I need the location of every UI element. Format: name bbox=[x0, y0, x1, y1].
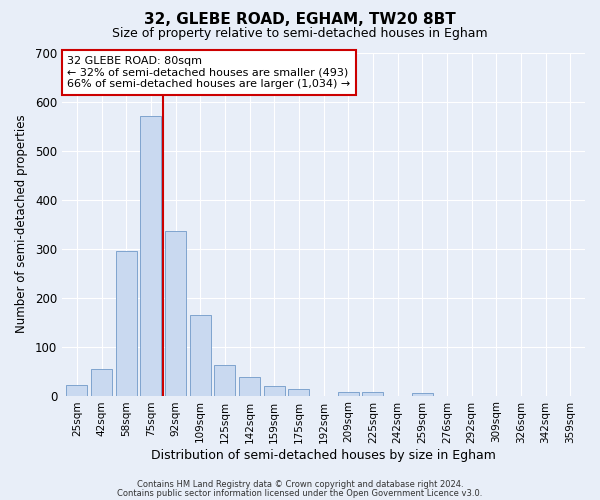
Bar bbox=[289, 388, 310, 396]
Bar bbox=[91, 368, 112, 396]
Bar bbox=[264, 386, 284, 396]
Bar bbox=[190, 314, 211, 396]
Bar bbox=[140, 116, 161, 396]
Text: 32, GLEBE ROAD, EGHAM, TW20 8BT: 32, GLEBE ROAD, EGHAM, TW20 8BT bbox=[144, 12, 456, 28]
Bar bbox=[338, 392, 359, 396]
Bar bbox=[116, 251, 137, 396]
Bar bbox=[412, 393, 433, 396]
Bar bbox=[362, 392, 383, 396]
Y-axis label: Number of semi-detached properties: Number of semi-detached properties bbox=[15, 114, 28, 334]
Text: Contains public sector information licensed under the Open Government Licence v3: Contains public sector information licen… bbox=[118, 488, 482, 498]
Bar bbox=[165, 232, 186, 396]
Text: Contains HM Land Registry data © Crown copyright and database right 2024.: Contains HM Land Registry data © Crown c… bbox=[137, 480, 463, 489]
Text: Size of property relative to semi-detached houses in Egham: Size of property relative to semi-detach… bbox=[112, 28, 488, 40]
Bar bbox=[67, 385, 88, 396]
Bar bbox=[214, 365, 235, 396]
X-axis label: Distribution of semi-detached houses by size in Egham: Distribution of semi-detached houses by … bbox=[151, 450, 496, 462]
Bar bbox=[239, 378, 260, 396]
Text: 32 GLEBE ROAD: 80sqm
← 32% of semi-detached houses are smaller (493)
66% of semi: 32 GLEBE ROAD: 80sqm ← 32% of semi-detac… bbox=[67, 56, 350, 89]
